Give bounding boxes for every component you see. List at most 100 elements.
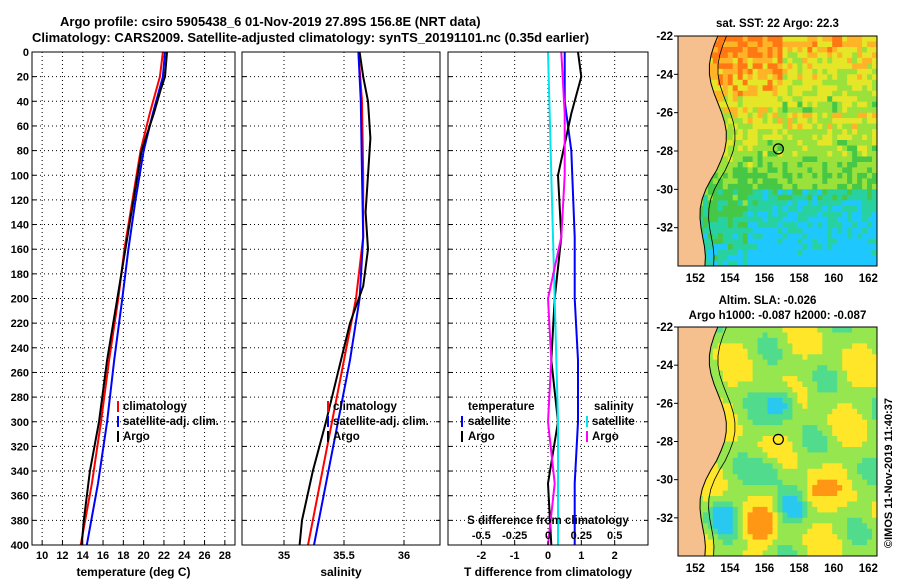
map-cell bbox=[737, 57, 744, 64]
map-cell bbox=[792, 140, 798, 146]
map-cell bbox=[712, 255, 719, 261]
map-cell bbox=[742, 343, 749, 350]
map-cell bbox=[727, 227, 734, 234]
map-cell bbox=[817, 96, 823, 103]
map-cell bbox=[862, 216, 868, 223]
map-cell bbox=[812, 490, 818, 497]
map-cell bbox=[787, 408, 793, 415]
map-cell bbox=[707, 57, 714, 64]
map-cell bbox=[842, 468, 848, 475]
map-cell bbox=[812, 397, 818, 404]
map-cell bbox=[717, 457, 724, 464]
map-cell bbox=[727, 189, 734, 196]
map-cell bbox=[847, 523, 853, 530]
map-cell bbox=[797, 216, 803, 223]
map-cell bbox=[712, 545, 719, 552]
map-cell bbox=[782, 479, 788, 486]
map-cell bbox=[867, 85, 873, 92]
map-cell bbox=[707, 545, 714, 552]
map-cell bbox=[722, 550, 729, 557]
map-cell bbox=[717, 85, 724, 92]
map-cell bbox=[762, 52, 769, 59]
map-cell bbox=[772, 227, 778, 234]
map-cell bbox=[727, 457, 734, 464]
map-cell bbox=[847, 348, 853, 355]
map-cell bbox=[857, 479, 863, 486]
map-cell bbox=[762, 534, 769, 541]
map-cell bbox=[857, 57, 863, 64]
map-cell bbox=[812, 436, 818, 442]
map-cell bbox=[832, 419, 838, 426]
map-cell bbox=[837, 63, 843, 70]
map-cell bbox=[867, 474, 873, 481]
map-cell bbox=[857, 474, 863, 481]
shelf-contour bbox=[708, 326, 736, 557]
map-cell bbox=[847, 452, 853, 459]
x-tick-label: 20 bbox=[138, 550, 150, 562]
map-cell bbox=[797, 47, 803, 53]
map-cell bbox=[872, 194, 878, 201]
map-cell bbox=[772, 441, 778, 448]
map-cell bbox=[712, 205, 719, 212]
map-cell bbox=[837, 490, 843, 497]
map-cell bbox=[852, 550, 858, 557]
map-cell bbox=[727, 118, 734, 125]
map-cell bbox=[797, 200, 803, 207]
map-cell bbox=[767, 441, 773, 448]
map-cell bbox=[717, 354, 724, 361]
map-cell bbox=[792, 332, 798, 339]
map-cell bbox=[822, 408, 828, 415]
map-cell bbox=[802, 365, 808, 372]
map-cell bbox=[852, 178, 858, 185]
map-cell bbox=[802, 178, 808, 185]
map-cell bbox=[827, 414, 833, 421]
map-cell bbox=[867, 408, 873, 415]
map-cell bbox=[752, 490, 759, 497]
map-cell bbox=[872, 501, 878, 508]
map-cell bbox=[802, 156, 808, 163]
map-cell bbox=[787, 479, 793, 486]
map-cell bbox=[807, 425, 813, 432]
map-cell bbox=[772, 118, 778, 125]
map-cell bbox=[737, 447, 744, 453]
map-cell bbox=[757, 523, 764, 530]
map-cell bbox=[842, 479, 848, 486]
map-cell bbox=[867, 441, 873, 448]
map-cell bbox=[847, 436, 853, 442]
map-cell bbox=[732, 194, 739, 201]
map-cell bbox=[767, 496, 773, 502]
map-cell bbox=[712, 512, 719, 519]
map-cell bbox=[752, 348, 759, 355]
map-cell bbox=[802, 79, 808, 86]
map-cell bbox=[817, 167, 823, 174]
map-cell bbox=[787, 47, 793, 53]
map-cell bbox=[722, 118, 729, 125]
map-cell bbox=[872, 425, 878, 432]
map-cell bbox=[857, 436, 863, 442]
map-cell bbox=[867, 134, 873, 141]
map-cell bbox=[797, 463, 803, 470]
map-cell bbox=[812, 370, 818, 377]
map-cell bbox=[727, 539, 734, 546]
map-cell bbox=[727, 205, 734, 212]
map-cell bbox=[812, 517, 818, 524]
map-cell bbox=[857, 387, 863, 393]
map-cell bbox=[727, 327, 734, 333]
map-cell bbox=[847, 479, 853, 486]
map-cell bbox=[872, 447, 878, 453]
map-cell bbox=[747, 479, 754, 486]
map-cell bbox=[792, 178, 798, 185]
map-cell bbox=[867, 178, 873, 185]
map-cell bbox=[737, 118, 744, 125]
map-cell bbox=[722, 47, 729, 53]
map-cell bbox=[867, 452, 873, 459]
map-cell bbox=[792, 539, 798, 546]
map-cell bbox=[742, 408, 749, 415]
map-cell bbox=[722, 216, 729, 223]
map-cell bbox=[827, 178, 833, 185]
map-cell bbox=[797, 244, 803, 251]
map-cell bbox=[722, 112, 729, 119]
map-cell bbox=[702, 260, 709, 267]
map-cell bbox=[832, 545, 838, 552]
map-cell bbox=[872, 332, 878, 339]
